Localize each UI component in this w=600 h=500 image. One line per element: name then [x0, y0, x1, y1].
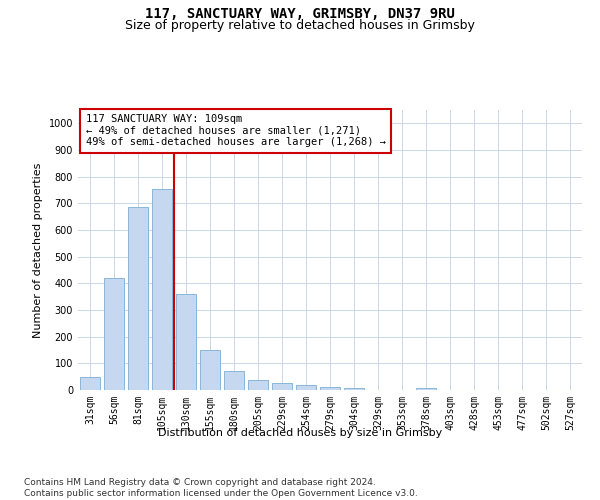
Bar: [320, 386, 340, 390]
Text: Size of property relative to detached houses in Grimsby: Size of property relative to detached ho…: [125, 19, 475, 32]
Bar: [344, 388, 364, 390]
Text: Contains HM Land Registry data © Crown copyright and database right 2024.
Contai: Contains HM Land Registry data © Crown c…: [24, 478, 418, 498]
Bar: [128, 208, 148, 390]
Bar: [224, 372, 244, 390]
Text: 117 SANCTUARY WAY: 109sqm
← 49% of detached houses are smaller (1,271)
49% of se: 117 SANCTUARY WAY: 109sqm ← 49% of detac…: [86, 114, 386, 148]
Bar: [104, 278, 124, 390]
Bar: [200, 350, 220, 390]
Bar: [248, 380, 268, 390]
Y-axis label: Number of detached properties: Number of detached properties: [33, 162, 43, 338]
Bar: [296, 386, 316, 390]
Text: 117, SANCTUARY WAY, GRIMSBY, DN37 9RU: 117, SANCTUARY WAY, GRIMSBY, DN37 9RU: [145, 8, 455, 22]
Text: Distribution of detached houses by size in Grimsby: Distribution of detached houses by size …: [158, 428, 442, 438]
Bar: [152, 188, 172, 390]
Bar: [176, 294, 196, 390]
Bar: [272, 383, 292, 390]
Bar: [416, 388, 436, 390]
Bar: [80, 377, 100, 390]
